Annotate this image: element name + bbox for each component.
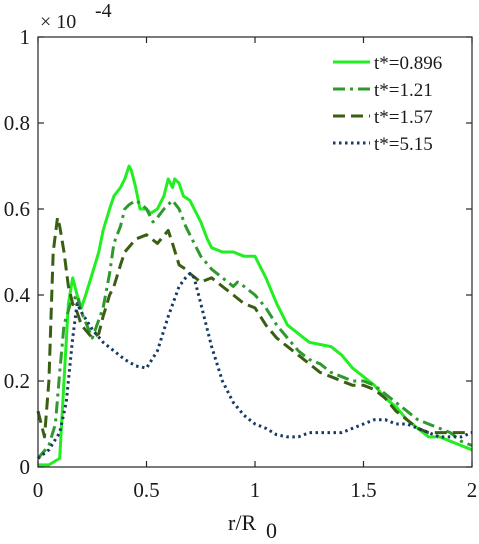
legend-label-2: t*=1.57 xyxy=(374,107,433,128)
x-tick-label: 0.5 xyxy=(133,478,159,502)
y-tick-label: 0.8 xyxy=(4,111,30,135)
y-tick-label: 0.4 xyxy=(4,283,31,307)
series-line-1 xyxy=(36,198,473,460)
series-line-0 xyxy=(38,164,473,467)
legend: t*=0.896 t*=1.21 t*=1.57 t*=5.15 xyxy=(325,45,465,160)
legend-label-3: t*=5.15 xyxy=(374,134,433,155)
x-tick-label: 2 xyxy=(467,478,478,502)
x-tick-label: 1 xyxy=(250,478,261,502)
tick-layer: 0 0.5 1 1.5 2 0 0.2 0.4 0.6 0.8 1 xyxy=(4,25,478,502)
x-axis-label-subscript: 0 xyxy=(266,518,277,543)
x-axis-label-main: r/R xyxy=(228,510,256,535)
legend-box xyxy=(325,45,465,160)
legend-label-0: t*=0.896 xyxy=(374,53,442,74)
x-axis-label: r/R 0 xyxy=(228,510,277,543)
series-line-3 xyxy=(37,272,473,460)
scale-factor-label: × 10 -4 xyxy=(40,0,112,33)
y-tick-label: 0.2 xyxy=(4,369,30,393)
legend-label-1: t*=1.21 xyxy=(374,80,433,101)
x-tick-label: 0 xyxy=(33,478,44,502)
series-layer xyxy=(36,164,473,467)
scale-base: × 10 xyxy=(40,11,76,33)
x-tick-label: 1.5 xyxy=(350,478,376,502)
y-tick-label: 0.6 xyxy=(4,197,30,221)
y-tick-label: 0 xyxy=(20,455,31,479)
scale-exponent: -4 xyxy=(95,0,112,22)
y-tick-label: 1 xyxy=(20,25,31,49)
